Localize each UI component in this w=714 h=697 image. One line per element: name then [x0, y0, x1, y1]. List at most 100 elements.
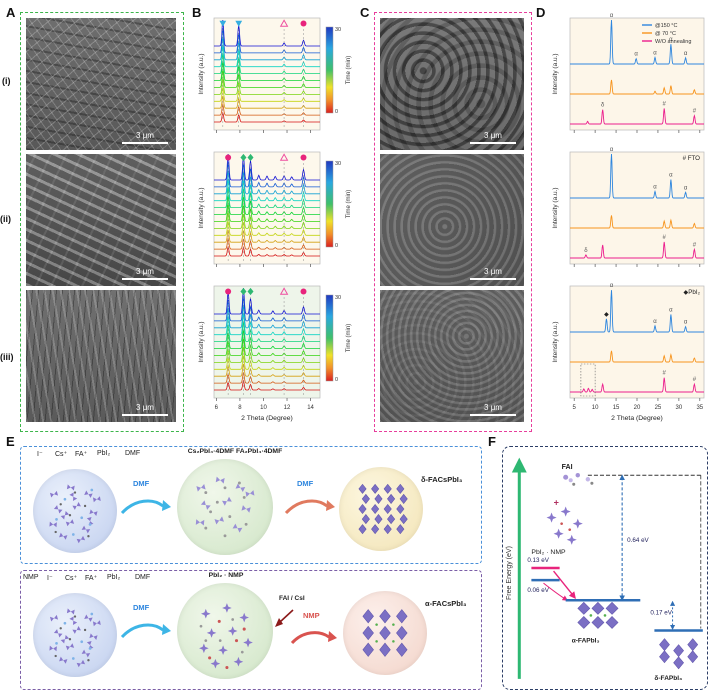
intermediate-label: Cs₂PbI₄·4DMF FA₂PbI₄·4DMF	[187, 448, 283, 455]
ion-label-nmp: NMP	[23, 574, 39, 581]
scale-bar-line	[122, 141, 168, 144]
scale-bar-label: 3 μm	[484, 130, 502, 140]
ion-label-pbi2: PbI₂	[97, 450, 111, 457]
svg-text:30: 30	[335, 295, 341, 301]
row-label-iii: (iii)	[0, 352, 14, 362]
scale-bar: 3 μm	[470, 267, 516, 280]
svg-text:#: #	[693, 242, 697, 248]
delta-structure-icon	[659, 638, 699, 670]
svg-text:2 Theta (Degree): 2 Theta (Degree)	[241, 415, 293, 422]
svg-text:Intensity (a.u.): Intensity (a.u.)	[198, 53, 205, 94]
ion-label-dmf: DMF	[135, 574, 151, 581]
panel-e-top-box: I⁻ Cs⁺ FA⁺ PbI₂ DMF DMF Cs₂PbI₄·4DMF FA₂…	[20, 446, 482, 564]
product-label-alpha: α-FACsPbI₃	[425, 599, 467, 608]
svg-text:# FTO: # FTO	[683, 155, 701, 162]
panel-label-f: F	[488, 434, 496, 449]
ion-label-cs: Cs⁺	[55, 451, 68, 458]
svg-text:35: 35	[696, 405, 703, 411]
svg-text:#: #	[663, 371, 667, 377]
svg-text:α: α	[634, 52, 638, 58]
svg-text:2 Theta (Degree): 2 Theta (Degree)	[611, 415, 663, 422]
ion-label-i: I⁻	[37, 451, 43, 458]
svg-text:30: 30	[335, 161, 341, 167]
energy-017-label: 0.17 eV	[650, 609, 672, 616]
svg-text:◆: ◆	[604, 312, 609, 318]
ion-label-pbi2: PbI₂	[107, 574, 121, 581]
svg-text:0: 0	[335, 377, 338, 383]
precursor-texture	[49, 608, 101, 668]
sem-image-a-iii: 3 μm	[26, 290, 176, 422]
nmp-adduct-circle	[177, 583, 273, 679]
svg-text:0: 0	[335, 243, 338, 249]
svg-text:#: #	[663, 235, 667, 241]
arrow2-label: NMP	[303, 611, 320, 620]
pink-transition-arrow	[543, 582, 569, 601]
ion-label-fa: FA⁺	[75, 451, 88, 458]
svg-text:25: 25	[655, 405, 662, 411]
svg-text:10: 10	[592, 405, 599, 411]
delta-phase-label: δ-FAPbI₃	[654, 675, 682, 682]
ion-label-dmf: DMF	[125, 450, 141, 457]
arrow2-label: DMF	[297, 479, 314, 488]
sem-image-c-mid: 3 μm	[380, 154, 524, 286]
arrow1-label: DMF	[133, 603, 150, 612]
nmp-texture	[199, 603, 253, 670]
svg-text:◆PbI₂: ◆PbI₂	[684, 289, 701, 296]
ion-label-fa: FA⁺	[85, 575, 98, 582]
scale-bar-line	[122, 413, 168, 416]
pbi2-nmp-label: PbI₂ · NMP	[531, 549, 566, 556]
svg-text:Intensity (a.u.): Intensity (a.u.)	[552, 187, 559, 228]
svg-text:@ 70 °C: @ 70 °C	[655, 31, 676, 37]
svg-text:Time (min): Time (min)	[346, 56, 352, 84]
plus-sign: +	[554, 497, 559, 507]
fai-molecules-icon	[563, 473, 594, 486]
energy-006-label: 0.06 eV	[527, 587, 549, 594]
xrd-chart-mid: Intensity (a.u.) α α α α δ # # # FTO	[548, 146, 712, 283]
alpha-texture	[362, 609, 408, 657]
svg-text:Time (min): Time (min)	[346, 324, 352, 352]
svg-text:8: 8	[238, 405, 242, 411]
svg-text:0: 0	[335, 109, 338, 115]
delta-texture	[358, 483, 408, 535]
svg-text:20: 20	[634, 405, 641, 411]
svg-text:@150 °C: @150 °C	[655, 23, 677, 29]
scale-bar-line	[470, 141, 516, 144]
energy-064-label: 0.64 eV	[627, 537, 649, 544]
sem-image-a-i: 3 μm	[26, 18, 176, 150]
precursor-solution-circle	[33, 469, 117, 553]
adduct-texture	[195, 476, 255, 538]
sem-image-a-ii: 3 μm	[26, 154, 176, 286]
scale-bar-line	[470, 413, 516, 416]
svg-text:14: 14	[307, 405, 314, 411]
row-label-i: (i)	[2, 76, 11, 86]
scale-bar-line	[470, 277, 516, 280]
panel-a-border: 3 μm 3 μm 3 μm	[20, 12, 184, 432]
sem-image-c-top: 3 μm	[380, 18, 524, 150]
svg-text:5: 5	[573, 405, 577, 411]
waterfall-chart-i: Intensity (a.u.) 30 0 Time (min)	[194, 12, 356, 149]
svg-text:10: 10	[260, 405, 267, 411]
scale-bar: 3 μm	[470, 130, 516, 144]
panel-c-border: 3 μm 3 μm 3 μm	[374, 12, 532, 432]
panel-label-e: E	[6, 434, 15, 449]
svg-text:α: α	[669, 307, 673, 313]
svg-text:#: #	[663, 101, 667, 107]
scale-bar: 3 μm	[122, 131, 168, 144]
alpha-phase-circle	[343, 591, 427, 675]
svg-text:12: 12	[284, 405, 291, 411]
waterfall-chart-ii: Intensity (a.u.) 30 0 Time (min)	[194, 146, 356, 283]
panel-label-a: A	[6, 5, 16, 20]
svg-text:Intensity (a.u.): Intensity (a.u.)	[552, 53, 559, 94]
panel-label-d: D	[536, 5, 546, 20]
svg-text:Intensity (a.u.): Intensity (a.u.)	[198, 321, 205, 362]
alpha-phase-label: α-FAPbI₃	[572, 638, 600, 645]
intermediate-label: PbI₂ · NMP	[208, 572, 244, 579]
svg-text:δ: δ	[584, 248, 588, 254]
ion-label-cs: Cs⁺	[65, 575, 78, 582]
delta-phase-circle	[339, 467, 423, 551]
svg-text:#: #	[693, 109, 697, 115]
svg-text:α: α	[684, 51, 688, 57]
svg-text:6: 6	[215, 405, 219, 411]
xrd-chart-bottom: Intensity (a.u.) ◆ α α α α # # ◆PbI₂ 5 10 15 20 25 30 3…	[548, 280, 712, 435]
panel-label-c: C	[360, 5, 370, 20]
